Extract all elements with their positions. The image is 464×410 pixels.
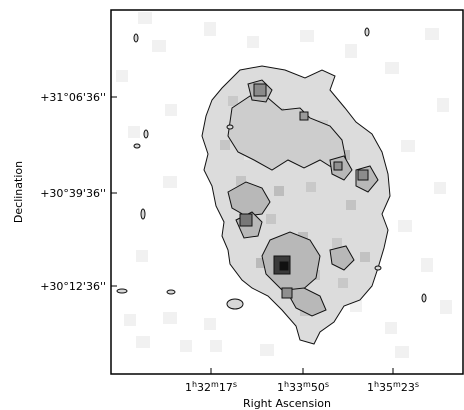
bright-cores [239,83,369,299]
ra-hours: 1 [367,381,374,394]
y-tick-labels: +31°06'36'' +30°39'36'' +30°12'36'' [40,91,106,293]
ra-seconds: 50 [311,381,325,394]
ra-minutes: 35 [379,381,393,394]
ra-minutes: 32 [197,381,211,394]
tick-marks [111,96,394,374]
x-tick-label: 1h35m23s [367,380,419,394]
x-axis-title: Right Ascension [243,397,331,410]
x-tick-label: 1h33m50s [277,380,329,394]
plot-area [111,10,463,374]
ra-seconds: 17 [219,381,233,394]
y-axis-title: Declination [12,161,25,223]
x-tick-labels: 1h32m17s 1h33m50s 1h35m23s [185,380,419,394]
isolated-contours [116,27,427,310]
x-tick-label: 1h32m17s [185,380,237,394]
plot-frame [110,9,464,375]
ra-hours: 1 [277,381,284,394]
y-tick-label: +30°12'36'' [40,280,106,293]
ra-seconds: 23 [401,381,415,394]
ra-hours: 1 [185,381,192,394]
y-tick-label: +30°39'36'' [40,187,106,200]
y-tick-label: +31°06'36'' [40,91,106,104]
ra-minutes: 33 [289,381,303,394]
